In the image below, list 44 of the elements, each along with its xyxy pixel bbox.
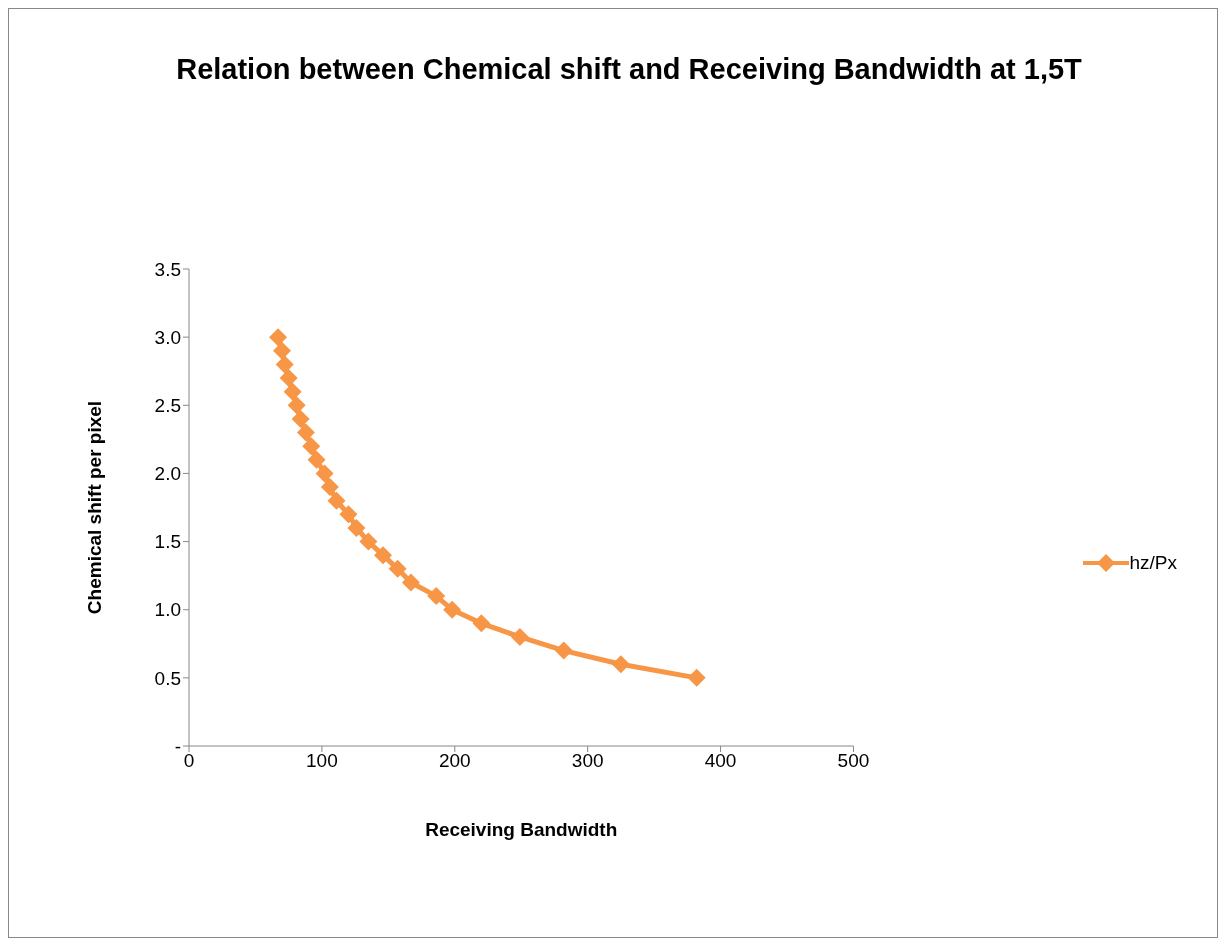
y-axis-title: Chemical shift per pixel	[83, 400, 105, 615]
point	[359, 532, 378, 551]
point	[611, 655, 630, 674]
point	[279, 369, 298, 388]
x-axis-title: Receiving Bandwidth	[425, 819, 618, 840]
x-tick-label: 100	[306, 750, 338, 772]
legend-label: hz/Px	[1129, 551, 1177, 574]
point	[269, 328, 288, 347]
point	[374, 546, 393, 565]
point	[275, 355, 294, 374]
y-tick-label: 1.0	[154, 599, 181, 621]
x-tick-label: 400	[704, 750, 737, 772]
point	[687, 668, 706, 687]
point	[302, 437, 321, 456]
y-tick-label: -	[174, 735, 181, 757]
y-tick-label: 2.5	[154, 395, 181, 417]
y-tick-label: 3.5	[154, 258, 181, 280]
y-tick-label: 2.0	[154, 463, 181, 485]
point	[401, 573, 420, 592]
point	[296, 423, 315, 442]
point	[443, 600, 462, 619]
chart-title: Relation between Chemical shift and Receiving Bandwidth at 1,5T	[175, 52, 1083, 87]
point	[510, 627, 529, 646]
x-tick-label: 200	[438, 750, 471, 772]
y-tick-label: 1.5	[154, 531, 181, 553]
point	[287, 396, 306, 415]
point	[315, 464, 334, 483]
point	[347, 518, 366, 537]
point	[327, 491, 346, 510]
x-tick-label: 0	[183, 750, 195, 772]
point	[388, 559, 407, 578]
x-tick-label: 300	[571, 750, 604, 772]
point	[472, 614, 491, 633]
point	[283, 382, 302, 401]
point	[291, 409, 310, 428]
y-tick-label: 0.5	[154, 667, 181, 689]
y-tick-label: 3.0	[154, 326, 181, 348]
point	[339, 505, 358, 524]
point	[320, 478, 339, 497]
point	[273, 341, 292, 360]
point	[554, 641, 573, 660]
point	[427, 587, 446, 606]
x-tick-label: 500	[837, 750, 870, 772]
point	[307, 450, 326, 469]
